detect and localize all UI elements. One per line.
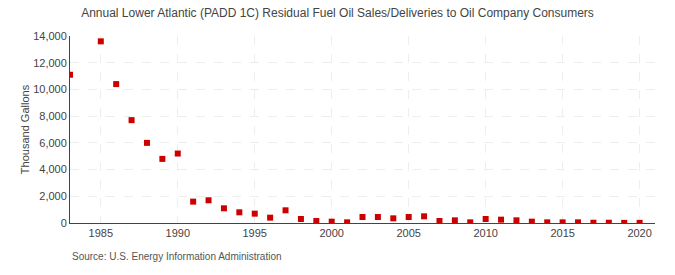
svg-text:Annual Lower Atlantic (PADD 1C: Annual Lower Atlantic (PADD 1C) Residual… [81, 6, 594, 20]
svg-text:1995: 1995 [242, 227, 266, 239]
svg-text:10,000: 10,000 [33, 83, 67, 95]
svg-text:12,000: 12,000 [33, 57, 67, 69]
svg-text:2015: 2015 [550, 227, 574, 239]
svg-text:2000: 2000 [319, 227, 343, 239]
svg-text:1990: 1990 [166, 227, 190, 239]
svg-text:2010: 2010 [473, 227, 497, 239]
svg-text:Source: U.S. Energy Informatio: Source: U.S. Energy Information Administ… [72, 251, 282, 262]
svg-text:6,000: 6,000 [39, 137, 67, 149]
svg-text:8,000: 8,000 [39, 110, 67, 122]
svg-text:2020: 2020 [627, 227, 651, 239]
svg-text:1985: 1985 [89, 227, 113, 239]
svg-text:14,000: 14,000 [33, 30, 67, 42]
svg-text:Thousand Gallons: Thousand Gallons [19, 84, 31, 174]
svg-text:2,000: 2,000 [39, 190, 67, 202]
svg-text:2005: 2005 [396, 227, 420, 239]
svg-text:0: 0 [61, 217, 67, 229]
svg-text:4,000: 4,000 [39, 163, 67, 175]
